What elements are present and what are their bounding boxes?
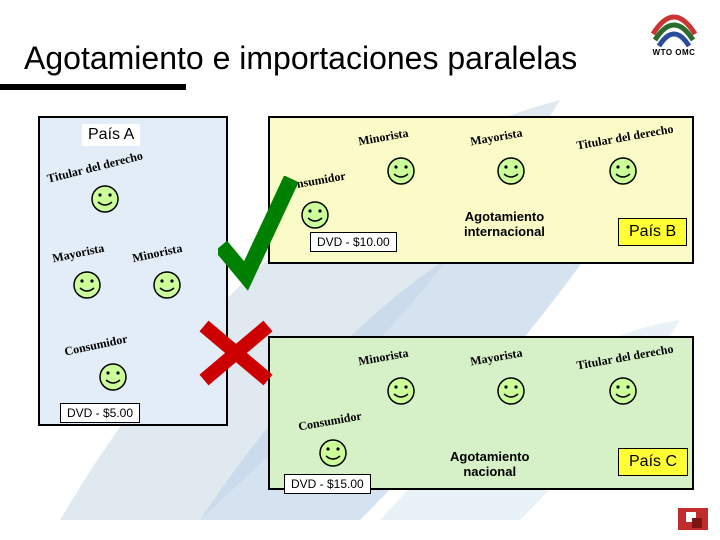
cross-icon (196, 318, 276, 388)
smiley-icon (72, 270, 102, 300)
smiley-icon (496, 376, 526, 406)
footer-logo (678, 508, 708, 530)
smiley-icon (90, 184, 120, 214)
country-b-exhaustion: Agotamiento internacional (464, 210, 545, 240)
country-b-label: País B (618, 218, 687, 246)
smiley-icon (496, 156, 526, 186)
title-underline (0, 84, 186, 90)
country-c-exhaustion: Agotamiento nacional (450, 450, 529, 480)
smiley-icon (300, 200, 330, 230)
price-country-c: DVD - $15.00 (284, 474, 371, 494)
smiley-icon (98, 362, 128, 392)
smiley-icon (608, 156, 638, 186)
smiley-icon (386, 376, 416, 406)
smiley-icon (318, 438, 348, 468)
price-country-a: DVD - $5.00 (60, 403, 140, 423)
smiley-icon (386, 156, 416, 186)
price-country-b: DVD - $10.00 (310, 232, 397, 252)
smiley-icon (608, 376, 638, 406)
country-c-label: País C (618, 448, 688, 476)
country-a-label: País A (82, 124, 140, 146)
wto-logo: WTO OMC (636, 6, 712, 66)
smiley-icon (152, 270, 182, 300)
wto-logo-text: WTO OMC (636, 48, 712, 57)
slide-title: Agotamiento e importaciones paralelas (24, 40, 577, 77)
check-icon (218, 176, 298, 296)
